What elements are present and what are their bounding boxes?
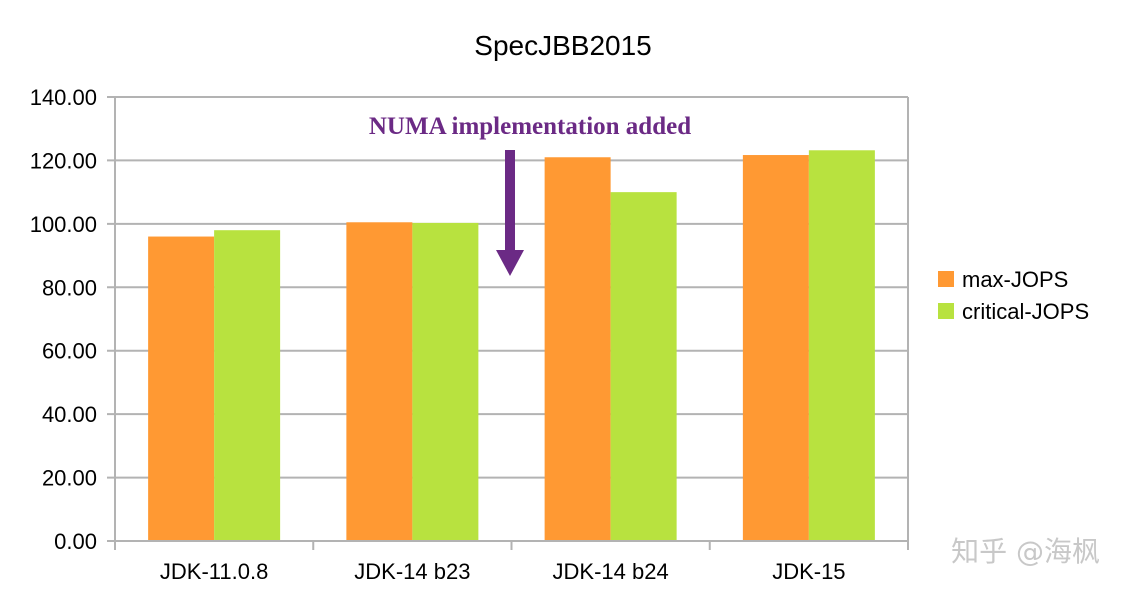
legend-swatch-max-jops (938, 271, 954, 287)
bar-max-jops-2 (544, 157, 611, 541)
y-tick-label: 20.00 (42, 466, 97, 491)
legend-label: max-JOPS (962, 267, 1068, 292)
bar-max-jops-1 (346, 222, 413, 541)
y-axis-ticks: 0.00 20.00 40.00 60.00 80.00 100.00 120.00 140.… (30, 85, 97, 554)
annotation: NUMA implementation added (369, 113, 691, 276)
legend-swatch-critical-jops (938, 303, 954, 319)
y-tick-label: 80.00 (42, 275, 97, 300)
bars (148, 150, 875, 542)
y-tick-label: 100.00 (30, 212, 97, 237)
x-tick-label: JDK-14 b23 (354, 559, 470, 584)
x-tick-label: JDK-14 b24 (553, 559, 669, 584)
y-tick-label: 40.00 (42, 402, 97, 427)
y-tick-label: 60.00 (42, 339, 97, 364)
y-tick-label: 120.00 (30, 148, 97, 173)
bar-critical-jops-2 (610, 192, 677, 541)
bar-critical-jops-1 (412, 222, 479, 542)
chart-title: SpecJBB2015 (474, 30, 651, 61)
legend-label: critical-JOPS (962, 299, 1089, 324)
bar-max-jops-3 (742, 155, 809, 541)
bar-max-jops-0 (148, 236, 215, 542)
x-tick-label: JDK-15 (772, 559, 845, 584)
x-axis-ticks: JDK-11.0.8 JDK-14 b23 JDK-14 b24 JDK-15 (114, 540, 909, 584)
watermark: 知乎 @海枫 (951, 535, 1100, 568)
x-tick-label: JDK-11.0.8 (160, 559, 268, 584)
legend: max-JOPS critical-JOPS (938, 267, 1089, 324)
y-tick-label: 140.00 (30, 85, 97, 110)
annotation-label: NUMA implementation added (369, 113, 691, 140)
bar-critical-jops-3 (808, 150, 875, 541)
y-tick-label: 0.00 (54, 529, 97, 554)
bar-critical-jops-0 (214, 230, 281, 541)
down-arrow-icon (496, 150, 524, 276)
